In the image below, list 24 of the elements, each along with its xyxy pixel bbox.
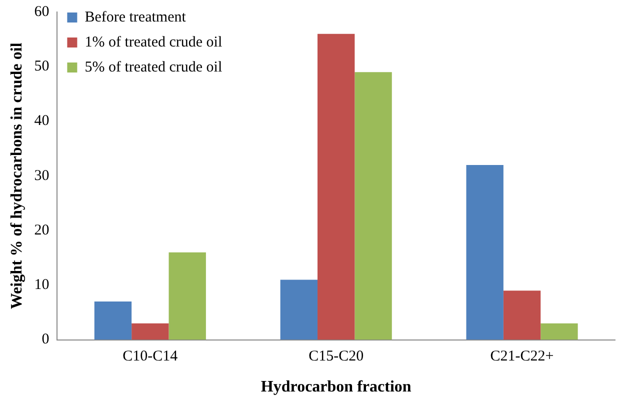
bar [168,252,206,340]
y-tick-label: 20 [34,222,50,238]
bar [540,323,578,340]
bar [94,302,132,340]
legend-label: 1% of treated crude oil [84,34,222,50]
legend-label: Before treatment [84,9,187,26]
legend-label: 5% of treated crude oil [84,59,222,76]
y-tick-label: 0 [42,332,50,348]
y-tick-label: 60 [34,4,50,20]
bar [354,72,392,340]
x-tick-label: C10-C14 [122,348,178,365]
y-axis-title: Weight % of hydrocarbons in crude oil [8,42,26,310]
x-tick-label: C15-C20 [308,348,364,365]
y-tick-label: 50 [34,58,50,75]
y-tick-label: 30 [34,168,50,184]
bar [503,290,541,340]
bar [466,164,504,340]
bar [318,34,355,340]
x-axis-title: Hydrocarbon fraction [260,378,412,396]
y-tick-label: 40 [34,113,50,130]
x-tick-label: C21-C22+ [490,348,554,365]
bar [132,323,169,340]
y-tick-label: 10 [34,277,50,294]
bar [280,280,318,340]
